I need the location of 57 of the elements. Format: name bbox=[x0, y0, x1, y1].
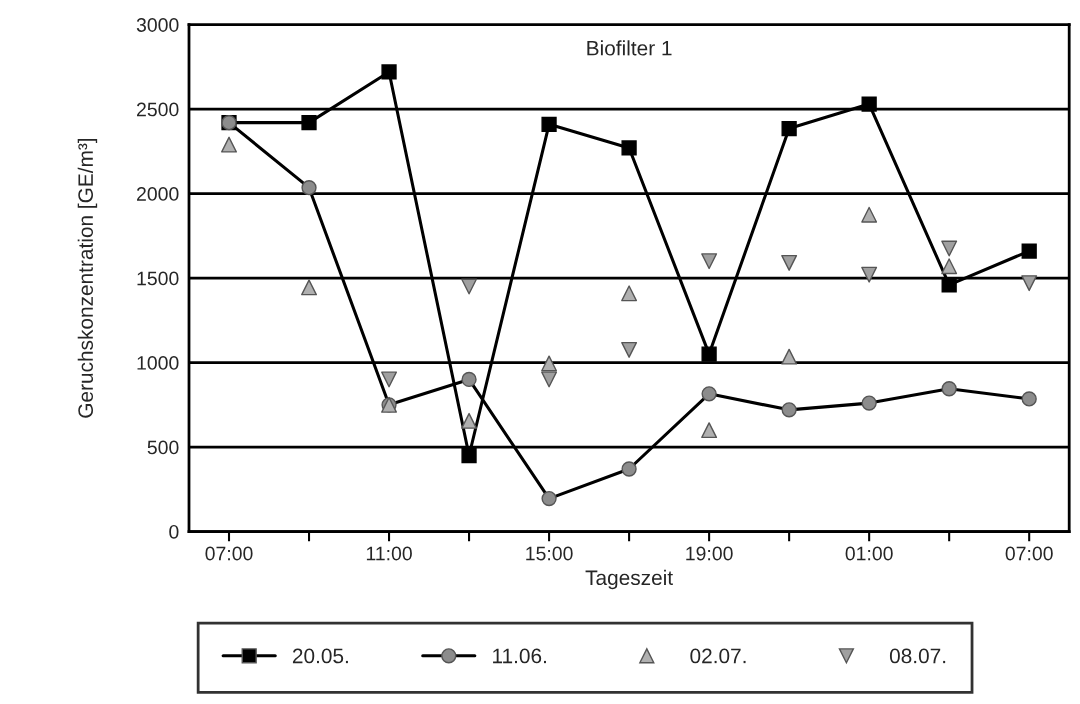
point bbox=[1021, 275, 1038, 292]
point bbox=[861, 96, 877, 112]
point bbox=[861, 266, 878, 283]
point bbox=[701, 346, 717, 362]
x-tick-label: 15:00 bbox=[526, 546, 573, 561]
y-tick-label: 1500 bbox=[137, 271, 179, 286]
text: Biofilter 1 bbox=[587, 40, 672, 56]
point bbox=[461, 447, 477, 464]
point bbox=[461, 278, 478, 295]
point bbox=[781, 254, 798, 271]
point bbox=[701, 386, 717, 402]
y-tick-label: 1000 bbox=[137, 356, 179, 370]
point bbox=[1021, 243, 1037, 259]
point bbox=[781, 120, 797, 137]
x-tick-label: 07:00 bbox=[205, 546, 253, 561]
point bbox=[301, 180, 317, 196]
point bbox=[461, 371, 477, 388]
point bbox=[781, 402, 797, 418]
point bbox=[461, 412, 478, 429]
x-tick-label: 01:00 bbox=[845, 546, 893, 561]
point bbox=[941, 277, 957, 293]
point bbox=[941, 258, 958, 275]
point bbox=[301, 279, 318, 296]
point bbox=[221, 136, 237, 153]
point bbox=[541, 116, 557, 132]
y-tick-label: 500 bbox=[147, 440, 179, 455]
point bbox=[381, 371, 398, 388]
x-tick-label: 07:00 bbox=[1005, 546, 1053, 561]
point bbox=[781, 348, 798, 365]
point bbox=[861, 395, 877, 411]
point bbox=[621, 341, 638, 358]
legend-label: 02.07. bbox=[690, 648, 746, 664]
y-tick-label: 2500 bbox=[137, 102, 179, 117]
point bbox=[941, 240, 958, 257]
x-axis-title: Tageszeit bbox=[585, 569, 673, 590]
point bbox=[541, 490, 557, 507]
legend-label: 11.06. bbox=[493, 648, 546, 664]
y-axis-title: Geruchskonzentration [GE/m³] bbox=[77, 138, 98, 418]
point bbox=[541, 355, 558, 372]
x-tick-label: 11:00 bbox=[366, 546, 412, 561]
point bbox=[381, 64, 397, 80]
legend-label: 20.05. bbox=[292, 648, 348, 664]
point bbox=[861, 206, 878, 223]
point bbox=[621, 461, 637, 477]
y-tick-label: 3000 bbox=[136, 18, 179, 32]
point bbox=[941, 381, 957, 397]
y-tick-label: 0 bbox=[169, 524, 179, 539]
point bbox=[621, 285, 638, 302]
point bbox=[621, 140, 637, 156]
point bbox=[701, 422, 718, 439]
x-tick-label: 19:00 bbox=[686, 546, 733, 561]
y-tick-label: 2000 bbox=[137, 187, 179, 201]
point bbox=[541, 371, 558, 388]
legend-label: 08.07. bbox=[889, 648, 946, 664]
point bbox=[301, 114, 317, 131]
point bbox=[1021, 391, 1037, 407]
point bbox=[701, 253, 718, 270]
